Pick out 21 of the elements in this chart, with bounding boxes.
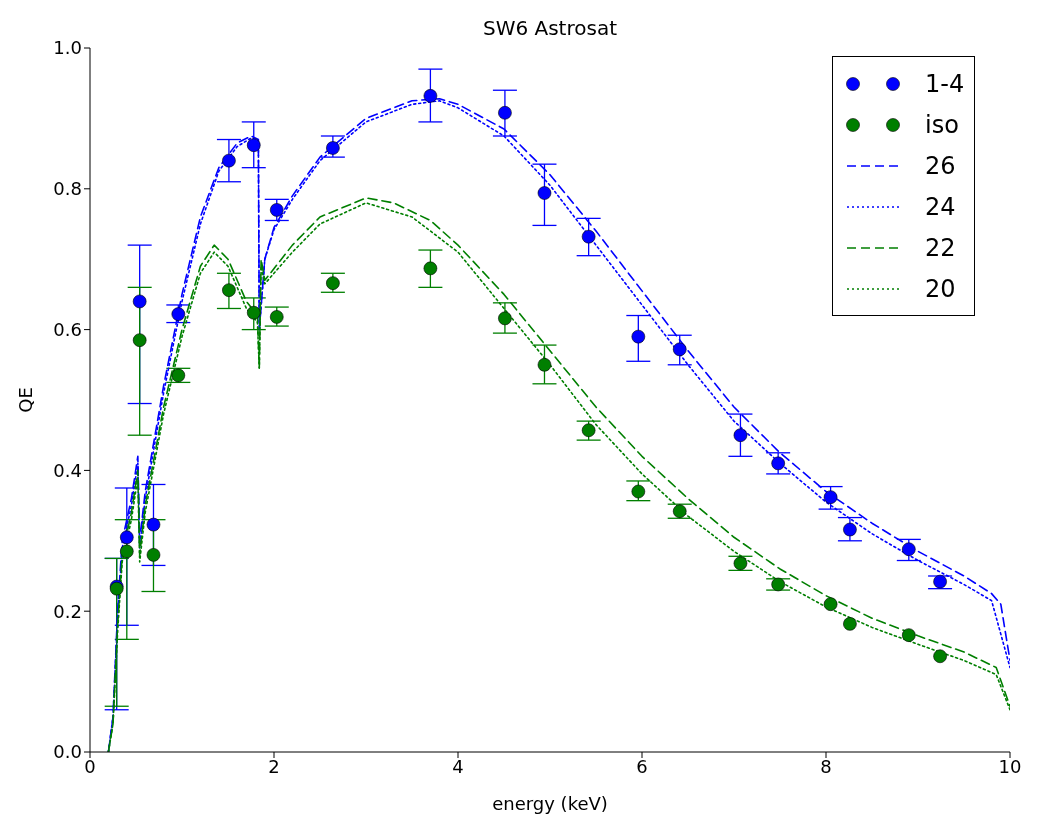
y-tick-label: 0.0 [53, 741, 82, 763]
legend-label: 24 [925, 192, 956, 221]
x-tick-label: 0 [84, 755, 96, 777]
x-tick-label: 6 [636, 755, 648, 777]
y-tick-label: 0.6 [53, 318, 82, 340]
legend-label: 1-4 [925, 69, 965, 98]
legend-label: 20 [925, 274, 956, 303]
legend-label: iso [925, 110, 959, 139]
y-axis-title: QE [15, 387, 37, 413]
x-tick-label: 4 [452, 755, 464, 777]
y-tick-label: 1.0 [53, 37, 82, 59]
legend-label: 22 [925, 233, 956, 262]
x-tick-label: 8 [820, 755, 832, 777]
y-tick-label: 0.4 [53, 459, 82, 481]
y-tick-label: 0.8 [53, 178, 82, 200]
x-tick-label: 10 [998, 755, 1022, 777]
x-tick-label: 2 [268, 755, 280, 777]
chart-title: SW6 Astrosat [481, 16, 618, 40]
y-tick-label: 0.2 [53, 600, 82, 622]
legend-label: 26 [925, 151, 956, 180]
x-axis-title: energy (keV) [492, 793, 608, 814]
